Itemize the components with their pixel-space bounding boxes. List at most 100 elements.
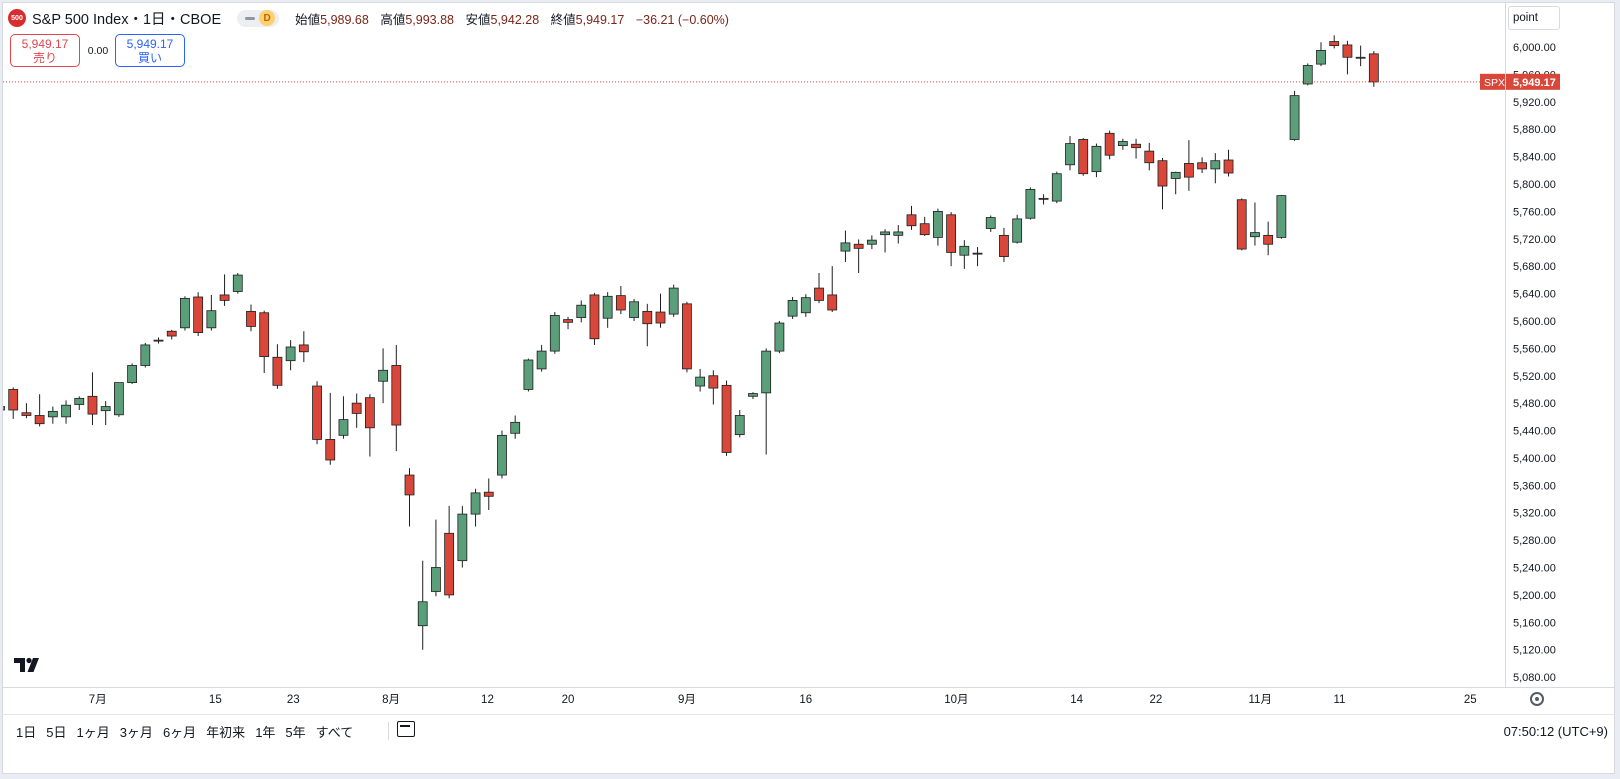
candle-down[interactable] bbox=[34, 415, 45, 425]
candle-up[interactable] bbox=[866, 239, 877, 245]
tradingview-logo-icon[interactable] bbox=[14, 656, 44, 674]
candle-up[interactable] bbox=[457, 513, 468, 562]
candle-down[interactable] bbox=[563, 319, 573, 323]
candle-down[interactable] bbox=[589, 294, 600, 340]
candle-down[interactable] bbox=[919, 223, 930, 236]
candle-up[interactable] bbox=[1302, 65, 1313, 85]
range-button-ytd[interactable]: 年初来 bbox=[206, 725, 246, 740]
candle-down[interactable] bbox=[972, 252, 983, 255]
candle-up[interactable] bbox=[985, 217, 996, 229]
range-button-1d[interactable]: 1日 bbox=[16, 725, 37, 740]
candle-down[interactable] bbox=[827, 294, 838, 311]
candle-down[interactable] bbox=[404, 474, 415, 496]
candle-down[interactable] bbox=[1078, 139, 1089, 175]
candle-up[interactable] bbox=[1210, 160, 1221, 170]
candle-up[interactable] bbox=[140, 344, 151, 366]
range-button-3m[interactable]: 3ヶ月 bbox=[119, 725, 153, 740]
range-button-5y[interactable]: 5年 bbox=[285, 725, 306, 740]
candle-up[interactable] bbox=[523, 359, 534, 390]
candle-up[interactable] bbox=[761, 350, 772, 394]
candle-up[interactable] bbox=[338, 419, 349, 436]
candle-up[interactable] bbox=[0, 406, 5, 411]
candle-up[interactable] bbox=[933, 210, 943, 238]
candle-up[interactable] bbox=[1025, 189, 1036, 219]
candle-up[interactable] bbox=[61, 404, 71, 418]
candle-down[interactable] bbox=[1131, 143, 1141, 149]
candle-down[interactable] bbox=[1144, 150, 1155, 164]
candle-up[interactable] bbox=[127, 365, 137, 384]
candle-down[interactable] bbox=[325, 439, 336, 461]
candle-down[interactable] bbox=[312, 385, 322, 440]
candle-up[interactable] bbox=[1250, 232, 1260, 238]
candle-up[interactable] bbox=[549, 315, 560, 352]
candle-up[interactable] bbox=[1316, 50, 1326, 65]
candle-down[interactable] bbox=[814, 287, 824, 301]
candle-down[interactable] bbox=[853, 243, 864, 249]
candle-down[interactable] bbox=[1197, 162, 1208, 170]
candle-up[interactable] bbox=[1170, 171, 1181, 179]
candle-down[interactable] bbox=[1038, 197, 1049, 200]
candle-down[interactable] bbox=[1223, 159, 1234, 174]
candle-down[interactable] bbox=[21, 412, 32, 416]
candle-up[interactable] bbox=[378, 369, 388, 382]
range-button-1m[interactable]: 1ヶ月 bbox=[76, 725, 110, 740]
candle-down[interactable] bbox=[364, 397, 375, 429]
candle-up[interactable] bbox=[536, 350, 547, 370]
candle-up[interactable] bbox=[206, 310, 217, 329]
candle-down[interactable] bbox=[193, 296, 204, 334]
candle-down[interactable] bbox=[272, 356, 283, 386]
candle-up[interactable] bbox=[100, 406, 111, 412]
candle-up[interactable] bbox=[47, 410, 58, 418]
candle-down[interactable] bbox=[655, 311, 666, 324]
candle-up[interactable] bbox=[1091, 145, 1102, 173]
candle-down[interactable] bbox=[219, 294, 230, 301]
candle-down[interactable] bbox=[708, 375, 719, 389]
candle-down[interactable] bbox=[298, 344, 309, 353]
candle-up[interactable] bbox=[695, 376, 706, 387]
candle-down[interactable] bbox=[1184, 163, 1194, 178]
candle-up[interactable] bbox=[510, 421, 521, 434]
range-button-5d[interactable]: 5日 bbox=[46, 725, 67, 740]
candle-up[interactable] bbox=[800, 297, 811, 314]
candle-up[interactable] bbox=[470, 492, 481, 515]
candle-down[interactable] bbox=[946, 214, 957, 253]
candle-down[interactable] bbox=[391, 365, 402, 426]
candle-up[interactable] bbox=[232, 274, 243, 292]
candle-up[interactable] bbox=[840, 242, 851, 252]
candle-up[interactable] bbox=[576, 304, 587, 318]
range-button-1y[interactable]: 1年 bbox=[255, 725, 276, 740]
candle-down[interactable] bbox=[999, 234, 1009, 257]
sell-button[interactable]: 5,949.17 売り bbox=[10, 34, 80, 67]
candle-down[interactable] bbox=[615, 295, 626, 311]
candle-down[interactable] bbox=[682, 303, 692, 370]
candle-down[interactable] bbox=[1236, 199, 1247, 250]
candle-up[interactable] bbox=[285, 346, 296, 362]
candle-up[interactable] bbox=[74, 397, 85, 405]
candle-down[interactable] bbox=[1157, 160, 1168, 187]
candle-down[interactable] bbox=[483, 491, 494, 497]
candle-up[interactable] bbox=[893, 231, 904, 236]
calendar-range-icon[interactable] bbox=[397, 721, 415, 737]
candle-up[interactable] bbox=[1276, 195, 1287, 238]
candle-up[interactable] bbox=[1117, 141, 1128, 147]
candle-down[interactable] bbox=[87, 395, 98, 415]
candle-down[interactable] bbox=[1104, 132, 1115, 156]
buy-button[interactable]: 5,949.17 買い bbox=[115, 34, 185, 67]
candle-up[interactable] bbox=[959, 245, 970, 256]
candle-down[interactable] bbox=[351, 402, 362, 414]
candle-up[interactable] bbox=[497, 434, 507, 476]
candle-up[interactable] bbox=[417, 601, 428, 627]
candle-up[interactable] bbox=[629, 301, 639, 318]
candle-up[interactable] bbox=[748, 393, 758, 397]
candle-up[interactable] bbox=[668, 287, 679, 315]
candle-up[interactable] bbox=[431, 567, 441, 592]
candle-down[interactable] bbox=[721, 384, 732, 453]
candle-down[interactable] bbox=[444, 532, 455, 596]
candle-up[interactable] bbox=[787, 300, 798, 317]
candle-up[interactable] bbox=[1012, 218, 1023, 243]
candle-up[interactable] bbox=[1065, 143, 1075, 166]
interval-status-pill[interactable]: D bbox=[237, 9, 280, 27]
clock-readout[interactable]: 07:50:12 (UTC+9) bbox=[1503, 724, 1608, 739]
candle-down[interactable] bbox=[642, 310, 653, 325]
